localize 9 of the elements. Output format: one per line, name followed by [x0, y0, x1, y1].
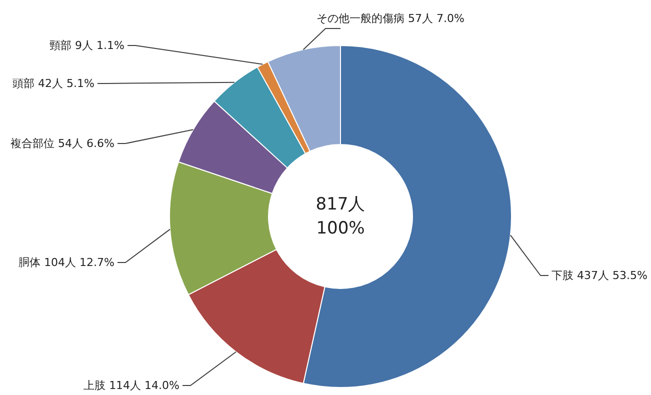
slice-label: 複合部位 54人 6.6% [10, 137, 114, 150]
text: 817人 [316, 194, 366, 214]
slice-label: 上肢 114人 14.0% [84, 379, 180, 392]
slice-label: 胴体 104人 12.7% [18, 256, 115, 269]
slice-label: 下肢 437人 53.5% [552, 269, 648, 282]
slice-label: その他一般的傷病 57人 7.0% [316, 12, 464, 25]
text: 100% [316, 218, 365, 238]
slice-label: 頭部 42人 5.1% [12, 77, 94, 90]
slice-label: 頸部 9人 1.1% [50, 39, 124, 52]
